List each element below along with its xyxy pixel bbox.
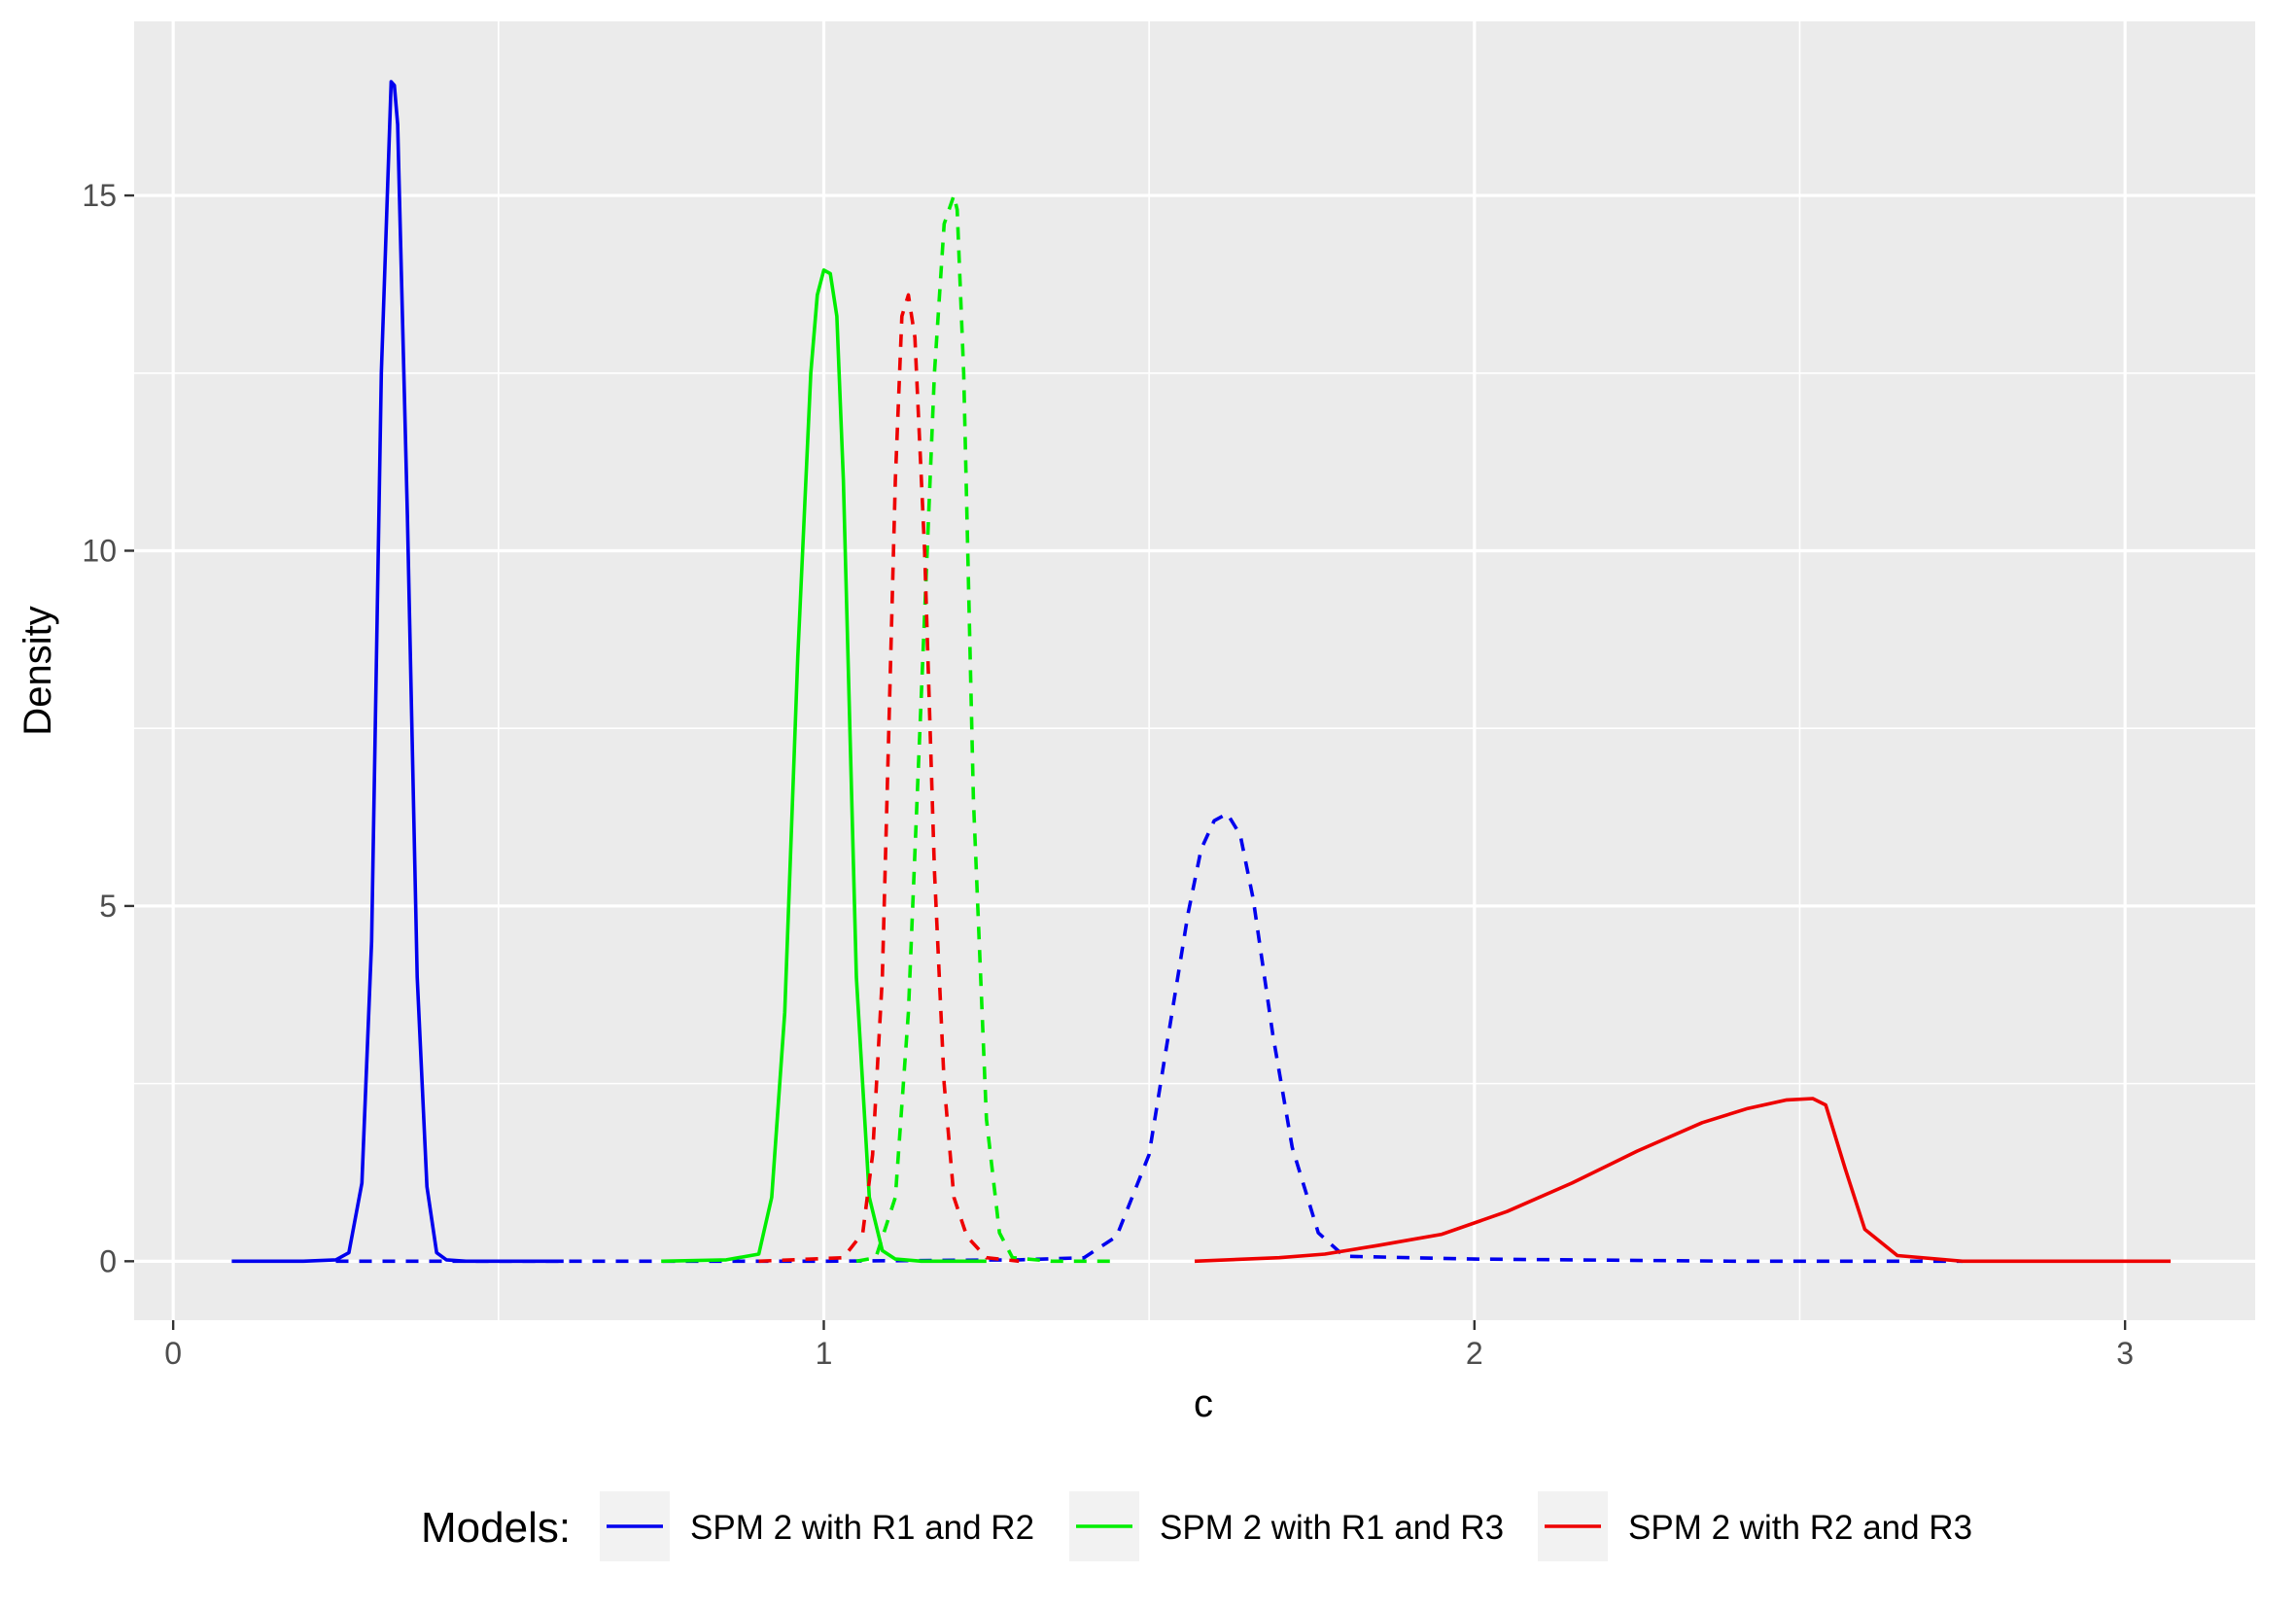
y-tick-label: 0 [99,1243,117,1278]
series-line-dashed [855,193,1110,1264]
series-line-solid [1194,1097,2171,1264]
y-axis-title: Density [17,606,59,735]
series-layer [231,80,2171,1264]
x-tick-label: 2 [1466,1336,1483,1371]
grid-minor [134,21,2255,1320]
legend-label: SPM 2 with R2 and R3 [1628,1509,1972,1547]
x-tick-label: 1 [816,1336,833,1371]
x-axis-title: c [1194,1382,1213,1425]
x-axis: 0 1 2 3 [164,1320,2134,1371]
y-tick-label: 5 [99,889,117,924]
legend: Models: SPM 2 with R1 and R2 SPM 2 with R… [421,1491,1972,1561]
y-axis: 0 5 10 15 [82,178,134,1278]
plot-panel [134,21,2255,1320]
series-line-dashed [758,293,1020,1264]
series-line-solid [661,268,987,1264]
y-tick-label: 15 [82,178,117,213]
y-tick-label: 10 [82,533,117,568]
legend-title: Models: [421,1504,571,1552]
series-line-dashed [335,812,1963,1264]
legend-label: SPM 2 with R1 and R2 [690,1509,1034,1547]
legend-label: SPM 2 with R1 and R3 [1160,1509,1504,1547]
x-tick-label: 0 [164,1336,182,1371]
x-tick-label: 3 [2116,1336,2134,1371]
